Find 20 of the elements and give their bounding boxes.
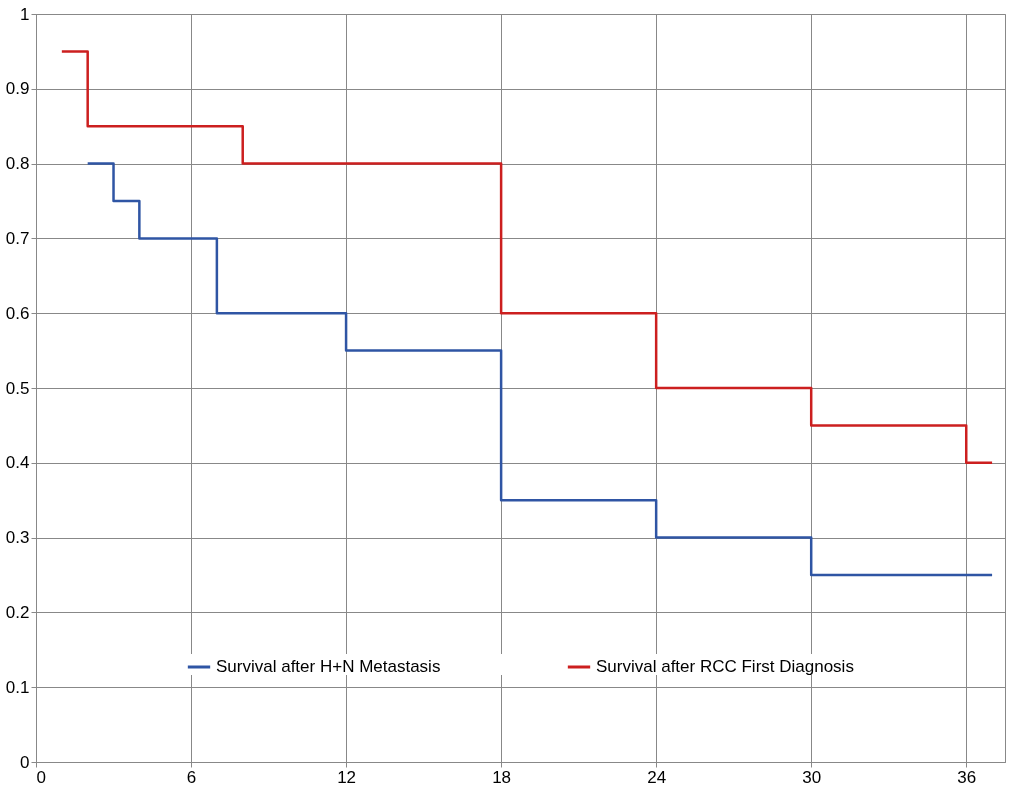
x-tick-label: 12 <box>337 767 357 787</box>
y-tick-label: 0 <box>20 752 30 772</box>
y-tick-label: 0.1 <box>5 677 30 697</box>
y-tick-label: 0.5 <box>5 378 30 398</box>
y-tick-label: 1 <box>20 4 30 24</box>
legend-label: Survival after RCC First Diagnosis <box>596 657 854 676</box>
x-tick-label: 30 <box>802 767 822 787</box>
x-tick-label: 6 <box>186 767 197 787</box>
y-tick-label: 0.6 <box>5 303 30 323</box>
y-tick-label: 0.3 <box>5 528 30 548</box>
x-tick-label: 24 <box>647 767 667 787</box>
y-tick-label: 0.9 <box>5 79 30 99</box>
legend-label: Survival after H+N Metastasis <box>216 657 441 676</box>
x-tick-label: 18 <box>492 767 512 787</box>
x-tick-label: 36 <box>957 767 977 787</box>
x-tick-label: 0 <box>36 767 46 787</box>
y-tick-label: 0.8 <box>5 154 30 174</box>
y-tick-label: 0.2 <box>5 602 30 622</box>
y-tick-label: 0.4 <box>5 453 30 473</box>
y-tick-label: 0.7 <box>5 228 30 248</box>
